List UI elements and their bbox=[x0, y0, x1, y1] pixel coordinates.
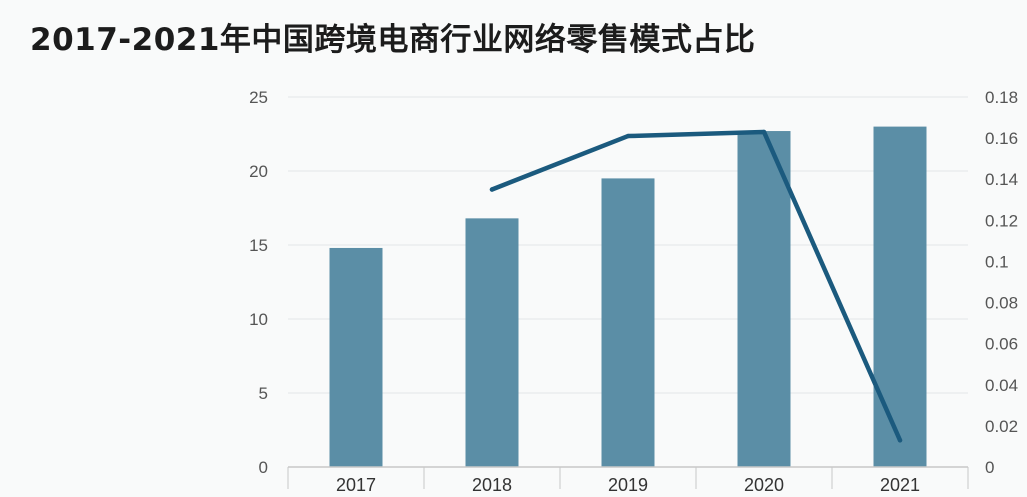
line-point bbox=[761, 129, 767, 135]
right-tick-label: 0.04 bbox=[985, 376, 1018, 395]
left-y-axis: 0 5 10 15 20 25 bbox=[249, 88, 268, 477]
bar-2017 bbox=[329, 247, 383, 467]
bar-series bbox=[329, 126, 927, 468]
x-tick-label: 2021 bbox=[880, 475, 920, 495]
x-axis: 2017 2018 2019 2020 2021 bbox=[287, 466, 969, 495]
left-tick-label: 15 bbox=[249, 236, 268, 255]
right-tick-label: 0.14 bbox=[985, 170, 1018, 189]
right-tick-label: 0.08 bbox=[985, 294, 1018, 313]
x-tick-label: 2019 bbox=[608, 475, 648, 495]
right-tick-label: 0.1 bbox=[985, 252, 1009, 271]
line-point bbox=[489, 187, 495, 192]
line-point bbox=[625, 133, 631, 139]
bar-2021 bbox=[873, 126, 927, 467]
line-series bbox=[489, 129, 903, 443]
left-tick-label: 0 bbox=[259, 458, 268, 477]
left-tick-label: 5 bbox=[259, 384, 268, 403]
bar-2020 bbox=[737, 131, 791, 468]
chart-title: 2017-2021年中国跨境电商行业网络零售模式占比 bbox=[30, 22, 756, 58]
line-point bbox=[897, 438, 903, 443]
right-tick-label: 0 bbox=[985, 458, 994, 477]
x-tick-label: 2017 bbox=[336, 475, 376, 495]
left-tick-label: 10 bbox=[249, 310, 268, 329]
x-tick-label: 2018 bbox=[472, 475, 512, 495]
left-tick-label: 20 bbox=[249, 162, 268, 181]
right-tick-label: 0.16 bbox=[985, 129, 1018, 148]
right-tick-label: 0.12 bbox=[985, 211, 1018, 230]
right-y-axis: 0 0.02 0.04 0.06 0.08 0.1 0.12 0.14 0.16 0.18 bbox=[985, 88, 1018, 477]
right-tick-label: 0.18 bbox=[985, 88, 1018, 107]
left-tick-label: 25 bbox=[249, 88, 268, 107]
line-series-path bbox=[489, 129, 903, 443]
right-tick-label: 0.06 bbox=[985, 335, 1018, 354]
bar-2019 bbox=[601, 178, 655, 467]
right-tick-label: 0.02 bbox=[985, 417, 1018, 436]
x-tick-label: 2020 bbox=[744, 475, 784, 495]
bar-2018 bbox=[465, 218, 519, 467]
